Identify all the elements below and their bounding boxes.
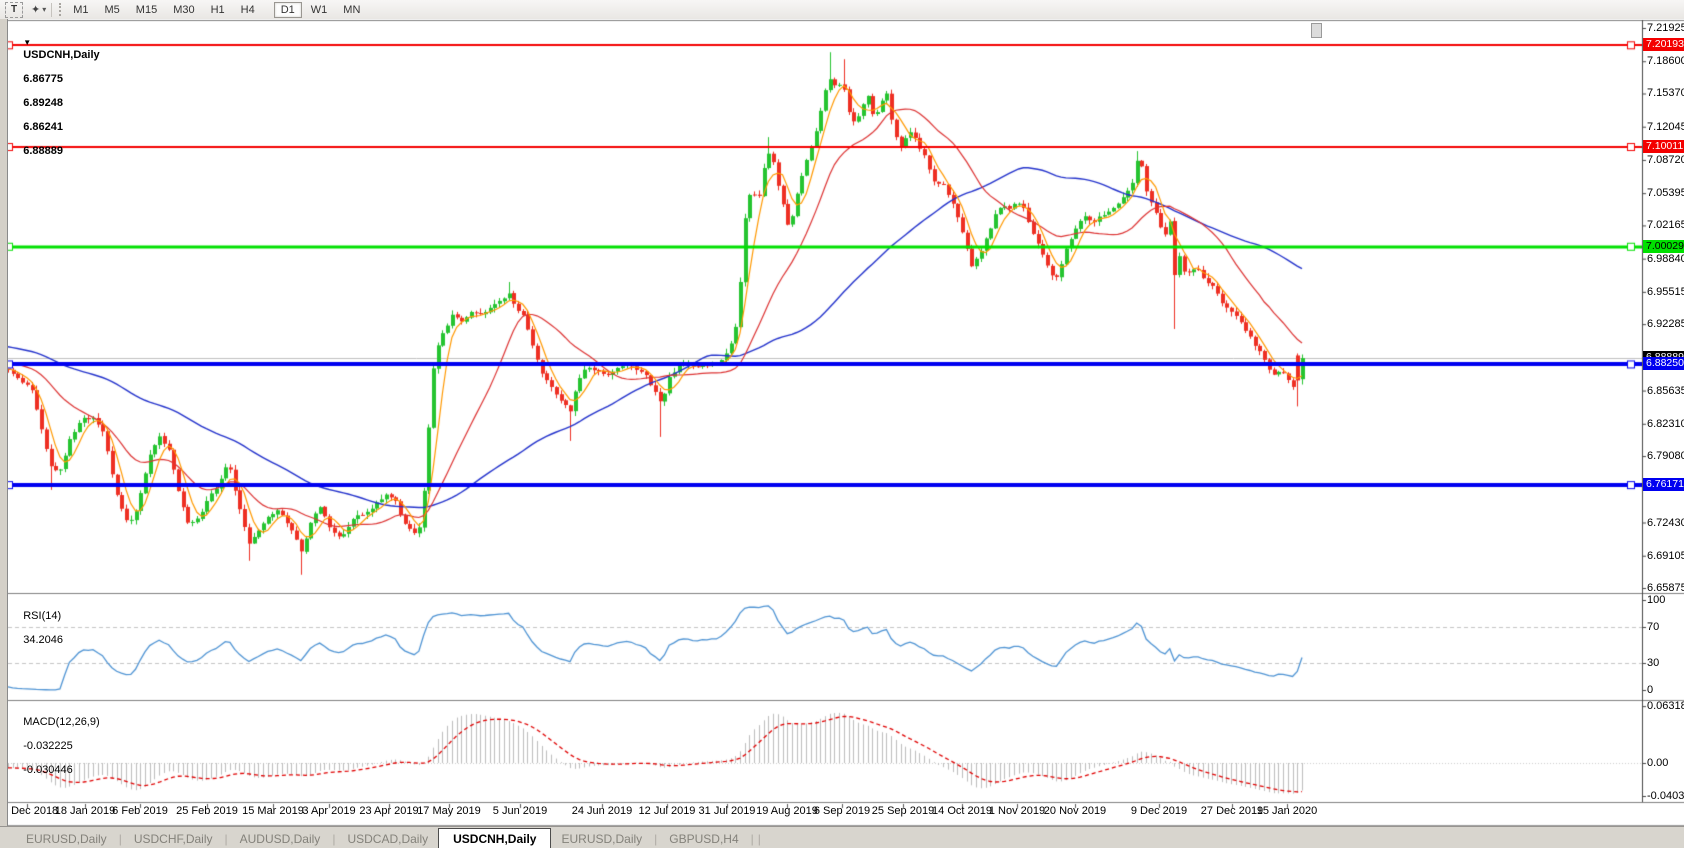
date-axis-label: 25 Sep 2019	[871, 805, 935, 817]
date-axis-label: 24 Jun 2019	[571, 805, 633, 817]
price-tick: 6.72430	[1647, 516, 1684, 529]
macd-signal-value: -0.030446	[23, 764, 73, 776]
timeframe-button-h1[interactable]: H1	[210, 3, 225, 16]
date-axis-label: 15 Mar 2019	[242, 805, 304, 817]
timeframe-button-m5[interactable]: M5	[104, 3, 120, 16]
timeframe-button-w1[interactable]: W1	[310, 3, 328, 16]
price-level-badge[interactable]: 6.76171	[1643, 478, 1684, 492]
date-axis-label: 1 Nov 2019	[988, 805, 1046, 817]
date-axis-label: 31 Jul 2019	[698, 805, 756, 817]
chart-tab-usdchf-daily[interactable]: USDCHF,Daily	[133, 832, 213, 846]
price-level-badge[interactable]: 6.88250	[1643, 357, 1684, 371]
date-axis-label: 18 Jan 2019	[54, 805, 116, 817]
price-tick: 7.21925	[1647, 22, 1684, 34]
price-tick: 7.12045	[1647, 120, 1684, 133]
chart-tab-eurusd-daily[interactable]: EURUSD,Daily	[561, 832, 643, 846]
ohlc-high: 6.89248	[23, 97, 63, 109]
macd-indicator-label: MACD(12,26,9) -0.032225 -0.030446	[11, 704, 100, 788]
chart-tab-usdcnh-daily[interactable]: USDCNH,Daily	[438, 828, 552, 848]
price-tick: 6.85635	[1647, 384, 1684, 397]
date-axis-label: 3 Apr 2019	[302, 805, 356, 817]
rsi-tick: 100	[1647, 594, 1666, 606]
price-tick: 6.69105	[1647, 549, 1684, 562]
timeframe-button-h4[interactable]: H4	[240, 3, 255, 16]
chart-tab-usdcad-daily[interactable]: USDCAD,Daily	[347, 832, 429, 846]
chart-tab-bar: EURUSD,Daily | USDCHF,Daily | AUDUSD,Daily | U…	[0, 826, 1684, 848]
chevron-down-icon[interactable]: ▾	[42, 5, 47, 14]
price-tick: 6.65875	[1647, 582, 1684, 594]
price-tick: 6.79080	[1647, 450, 1684, 463]
ohlc-low: 6.86241	[23, 121, 63, 133]
ohlc-open: 6.86775	[23, 73, 63, 85]
rsi-tick: 0	[1647, 684, 1654, 696]
timeframe-button-m1[interactable]: M1	[73, 3, 89, 16]
chart-tab-gbpusd-h4[interactable]: GBPUSD,H4	[669, 832, 739, 846]
text-tool-button[interactable]: T	[5, 1, 23, 18]
rsi-indicator-label: RSI(14) 34.2046	[11, 598, 63, 658]
macd-tick: -0.040355	[1647, 790, 1684, 802]
date-axis-label: 15 Jan 2020	[1256, 805, 1318, 817]
price-tick: 6.95515	[1647, 285, 1684, 298]
date-axis-label: 6 Sep 2019	[813, 805, 871, 817]
chart-tab-audusd-daily[interactable]: AUDUSD,Daily	[239, 832, 321, 846]
timeframe-group: M1 M5 M15 M30 H1 H4 D1 W1 MN	[65, 1, 368, 18]
timeframe-button-m30[interactable]: M30	[173, 3, 195, 16]
date-axis-label: 5 Jun 2019	[492, 805, 548, 817]
date-axis-label: 14 Oct 2019	[932, 805, 992, 817]
timeframe-button-d1[interactable]: D1	[273, 1, 302, 18]
date-axis-label: 23 Apr 2019	[359, 805, 419, 817]
date-axis-label: 9 Dec 2019	[1130, 805, 1188, 817]
tab-separator: |	[757, 832, 761, 846]
price-tick: 7.05395	[1647, 187, 1684, 200]
macd-main-value: -0.032225	[23, 740, 73, 752]
toolbar-drag-handle[interactable]	[59, 3, 62, 16]
symbol-label: USDCNH,Daily	[23, 49, 100, 61]
chart-tab-eurusd-daily[interactable]: EURUSD,Daily	[26, 832, 107, 846]
date-axis-label: 27 Dec 2019	[1200, 805, 1264, 817]
tab-separator: |	[118, 832, 122, 846]
price-tick: 6.92285	[1647, 318, 1684, 331]
indicator-icon[interactable]: ✦	[31, 4, 41, 16]
date-axis-label: 17 May 2019	[417, 805, 481, 817]
price-level-badge[interactable]: 7.00029	[1643, 239, 1684, 253]
toolbar: T ✦ ▾ M1 M5 M15 M30 H1 H4 D1 W1 MN	[0, 0, 1684, 20]
date-axis-label: 12 Jul 2019	[638, 805, 696, 817]
timeframe-button-m15[interactable]: M15	[135, 3, 158, 16]
price-level-badge[interactable]: 7.10011	[1643, 140, 1684, 154]
macd-tick: 0.00	[1647, 757, 1669, 769]
price-tick: 7.15370	[1647, 87, 1684, 100]
rsi-tick: 70	[1647, 621, 1660, 633]
date-axis-label: 20 Nov 2019	[1043, 805, 1107, 817]
rsi-value: 34.2046	[23, 634, 63, 646]
tab-separator: |	[750, 832, 754, 846]
left-gutter	[0, 19, 8, 826]
price-chart-canvas[interactable]	[0, 19, 1684, 826]
price-tick: 6.82310	[1647, 417, 1684, 430]
price-tick: 7.02165	[1647, 219, 1684, 232]
date-axis-label: 19 Aug 2019	[756, 805, 818, 817]
tab-separator: |	[332, 832, 336, 846]
rsi-name: RSI(14)	[23, 610, 62, 622]
date-axis-label: 31 Dec 2018	[0, 805, 59, 817]
toolbar-separator	[51, 2, 53, 17]
ohlc-close: 6.88889	[23, 145, 63, 157]
price-tick: 6.98840	[1647, 252, 1684, 265]
macd-tick: 0.063184	[1647, 700, 1684, 713]
chart-symbol-header[interactable]: ▼ USDCNH,Daily 6.86775 6.89248 6.86241 6…	[11, 25, 100, 169]
price-tick: 7.08720	[1647, 153, 1684, 166]
timeframe-button-mn[interactable]: MN	[343, 3, 361, 16]
price-tick: 7.18600	[1647, 55, 1684, 68]
chart-shift-marker[interactable]	[1311, 23, 1322, 38]
tab-separator: |	[224, 832, 228, 846]
rsi-tick: 30	[1647, 657, 1660, 669]
collapse-arrow-icon[interactable]: ▼	[23, 38, 32, 47]
tab-separator: |	[654, 832, 658, 846]
date-axis-label: 6 Feb 2019	[112, 805, 168, 817]
macd-name: MACD(12,26,9)	[23, 716, 100, 728]
price-level-badge[interactable]: 7.20193	[1643, 38, 1684, 52]
date-axis-label: 25 Feb 2019	[176, 805, 238, 817]
